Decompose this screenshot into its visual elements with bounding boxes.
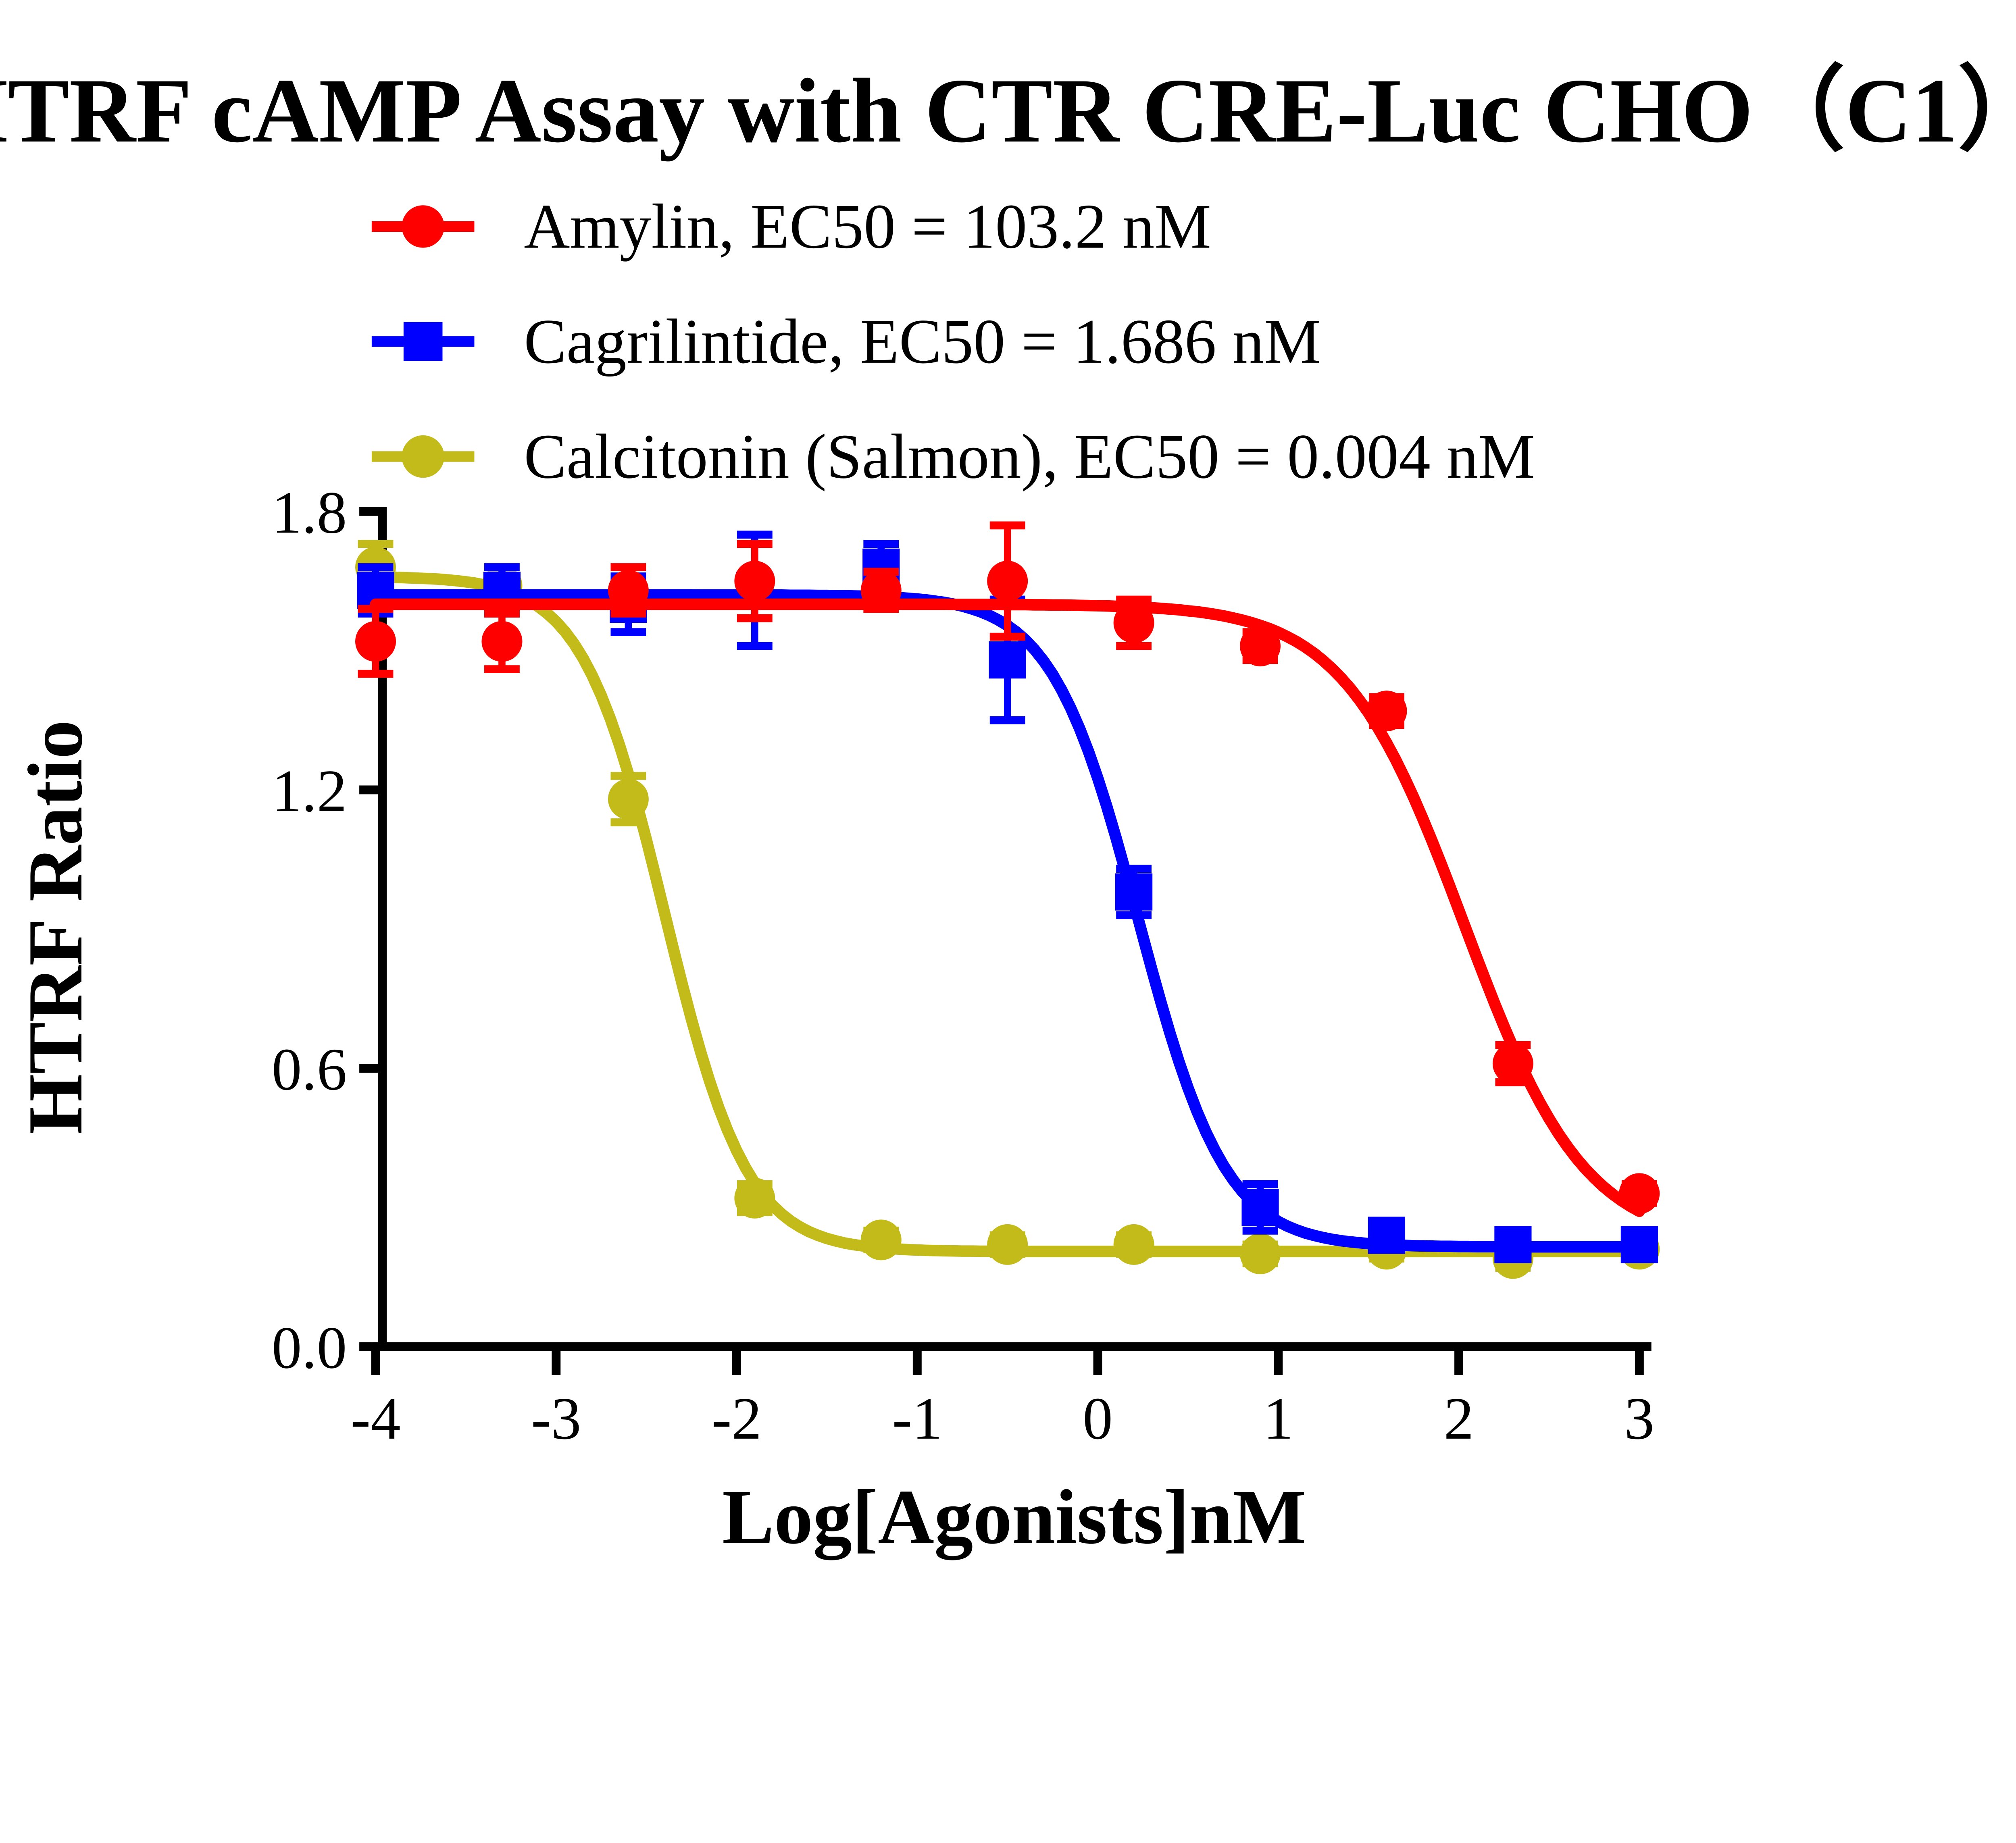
chart-canvas: HTRF cAMP Assay with CTR CRE-Luc CHO（C1）… [0,60,2016,1560]
legend-label-amylin: Amylin, EC50 = 103.2 nM [524,191,1211,262]
calcitonin-salmon-point [608,778,649,820]
cagrilintide-point [1494,1226,1532,1263]
amylin-point [734,560,775,601]
x-tick-label: 3 [1624,1385,1655,1452]
x-tick-label: 2 [1444,1385,1474,1452]
legend-marker-circle-amylin [402,205,444,248]
x-tick-label: 0 [1083,1385,1113,1452]
calcitonin-salmon-point [734,1177,775,1219]
y-tick-label: 1.8 [272,480,347,546]
legend-marker-circle-calcitonin [402,435,444,478]
amylin-point [608,570,649,611]
cagrilintide-point [1620,1226,1658,1263]
calcitonin-salmon-point [1240,1233,1281,1274]
y-tick-label: 0.0 [272,1315,347,1381]
calcitonin-salmon-point [987,1224,1028,1265]
y-tick-label: 1.2 [272,758,347,824]
legend-item-amylin: Amylin, EC50 = 103.2 nM [371,191,1211,262]
chart-title: HTRF cAMP Assay with CTR CRE-Luc CHO（C1） [0,60,2016,162]
x-tick-label: 1 [1263,1385,1293,1452]
x-tick-label: -2 [712,1385,762,1452]
y-tick-label: 0.6 [272,1036,347,1103]
legend-label-calcitonin: Calcitonin (Salmon), EC50 = 0.004 nM [524,421,1535,492]
x-tick-label: -3 [531,1385,581,1452]
series-amylin [355,521,1660,1217]
legend-marker-square-cagrilintide [403,322,443,361]
plot-area [355,521,1660,1279]
amylin-point [1492,1043,1533,1084]
amylin-point [355,621,396,662]
amylin-point [1113,602,1154,643]
calcitonin-salmon-point [860,1219,902,1261]
amylin-point [860,570,902,611]
amylin-point [1366,691,1407,732]
calcitonin-salmon-point [1113,1224,1154,1265]
legend-label-cagrilintide: Cagrilintide, EC50 = 1.686 nM [524,306,1320,377]
x-axis-title: Log[Agonists]nM [722,1474,1306,1560]
cagrilintide-point [1115,873,1153,911]
axes: 0.0 0.6 1.2 1.8 -4 -3 -2 -1 0 1 2 3 [272,480,1654,1452]
cagrilintide-point [989,641,1026,679]
dose-response-chart: HTRF cAMP Assay with CTR CRE-Luc CHO（C1）… [0,60,2016,1560]
amylin-point [481,621,523,662]
amylin-point [987,560,1028,601]
legend-item-calcitonin: Calcitonin (Salmon), EC50 = 0.004 nM [371,421,1535,492]
y-axis-title: HTRF Ratio [12,720,98,1134]
x-tick-label: -1 [892,1385,942,1452]
amylin-point [1619,1173,1660,1214]
series-cagrilintide [357,530,1658,1263]
cagrilintide-point [1368,1217,1406,1254]
amylin-point [1240,626,1281,667]
x-tick-label: -4 [350,1385,400,1452]
legend: Amylin, EC50 = 103.2 nM Cagrilintide, EC… [371,191,1535,492]
legend-item-cagrilintide: Cagrilintide, EC50 = 1.686 nM [371,306,1321,377]
cagrilintide-point [1241,1189,1279,1226]
